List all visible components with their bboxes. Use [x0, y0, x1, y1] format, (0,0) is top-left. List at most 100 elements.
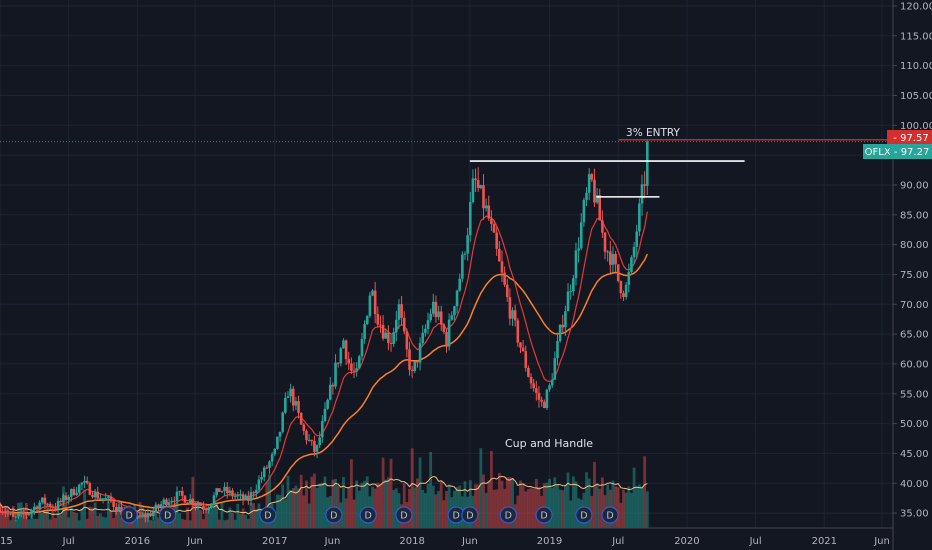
- volume-bar: [537, 486, 541, 528]
- candle-body: [363, 324, 366, 339]
- volume-bar: [0, 503, 2, 528]
- volume-bar: [178, 513, 182, 528]
- candle-body: [635, 231, 639, 247]
- dividend-marker-label: D: [400, 511, 407, 522]
- candle-body: [194, 505, 197, 507]
- volume-bar: [254, 508, 258, 528]
- candle-body: [323, 408, 327, 422]
- volume-bar: [490, 450, 493, 528]
- ticker-price-box: [863, 144, 932, 159]
- volume-bar: [318, 483, 322, 528]
- candle-body: [577, 248, 580, 251]
- volume-bar: [492, 489, 496, 528]
- candle-body: [254, 489, 258, 494]
- volume-bar: [231, 512, 234, 528]
- volume-bar: [249, 502, 253, 528]
- candle-body: [99, 498, 102, 500]
- candle-body: [484, 205, 488, 209]
- volume-bar: [149, 520, 152, 528]
- volume-bar: [630, 492, 633, 528]
- price-axis[interactable]: 120.00115.00110.00105.00100.0095.0090.00…: [892, 0, 932, 550]
- volume-bar: [64, 503, 68, 528]
- volume-bar: [286, 475, 290, 528]
- candle-body: [424, 328, 427, 333]
- volume-bar: [62, 486, 65, 528]
- candle-body: [43, 497, 47, 505]
- time-axis[interactable]: 2015 Jul 2016 Jun 2017 Jun 2018 Jun 2019 Jul 2020 J…: [0, 527, 893, 547]
- volume-bar: [439, 481, 443, 528]
- candle-body: [566, 291, 570, 312]
- volume-bar: [640, 487, 644, 528]
- volume-bar: [175, 503, 179, 528]
- volume-bar: [307, 503, 311, 528]
- candle-body: [315, 445, 319, 452]
- volume-bar: [384, 479, 388, 528]
- candle-body: [601, 220, 604, 233]
- candle-body: [244, 495, 248, 500]
- volume-bar: [643, 456, 647, 528]
- volume-bar: [352, 499, 356, 528]
- candle-body: [585, 192, 588, 200]
- ticker-price-text: OFLX - 97.27: [865, 147, 930, 158]
- volume-bar: [69, 507, 73, 528]
- candle-body: [294, 401, 298, 406]
- volume-bar: [622, 489, 625, 528]
- dividend-marker: [325, 506, 343, 524]
- volume-bar: [632, 467, 636, 528]
- candle-body: [202, 505, 205, 509]
- volume-bar: [27, 519, 31, 528]
- volume-bar: [112, 517, 116, 528]
- candle-body: [548, 385, 551, 390]
- volume-bar: [616, 487, 620, 528]
- y-tick-label: 35.00: [900, 509, 929, 520]
- volume-bar: [624, 492, 628, 528]
- candle-body: [418, 343, 422, 363]
- candle-body: [479, 185, 483, 189]
- volume-bar: [14, 519, 18, 528]
- volume-bar: [392, 490, 396, 528]
- volume-bar: [278, 495, 282, 528]
- candle-body: [397, 304, 401, 320]
- volume-bar: [46, 505, 49, 528]
- candle-body: [598, 195, 602, 221]
- volume-bar: [606, 484, 610, 528]
- entry-price-label: - 97.57: [887, 130, 932, 144]
- volume-bar: [297, 488, 300, 528]
- candle-body: [247, 495, 250, 501]
- volume-bar: [474, 484, 477, 528]
- candle-body: [645, 141, 649, 186]
- volume-bar: [310, 476, 314, 528]
- candle-body: [1, 511, 4, 513]
- candle-body: [204, 508, 208, 511]
- candle-body: [318, 437, 321, 446]
- candle-body: [48, 503, 52, 508]
- volume-bar: [534, 478, 538, 528]
- volume-bar: [558, 489, 562, 528]
- candle-body: [278, 431, 282, 437]
- candle-body: [85, 480, 89, 484]
- candle-body: [556, 341, 559, 359]
- dividend-marker: [395, 506, 413, 524]
- volume-bar: [109, 510, 113, 528]
- candle-body: [302, 424, 306, 431]
- candle-body: [96, 491, 100, 499]
- candle-body: [572, 278, 575, 292]
- volume-bar: [637, 484, 641, 528]
- ticker-symbol: OFLX: [865, 147, 891, 158]
- candle-body: [27, 513, 31, 515]
- volume-bar: [334, 478, 337, 528]
- candle-body: [455, 290, 459, 307]
- volume-bar: [120, 517, 123, 528]
- volume-bar: [519, 480, 522, 528]
- candle-body: [276, 436, 279, 449]
- candle-body: [616, 264, 620, 282]
- candle-body: [387, 332, 390, 343]
- volume-bar: [106, 501, 110, 528]
- dividend-marker-label: D: [540, 511, 547, 522]
- volume-bar: [56, 512, 60, 528]
- candle-body: [265, 467, 269, 469]
- volume-bar: [320, 482, 324, 528]
- candle-body: [196, 504, 200, 506]
